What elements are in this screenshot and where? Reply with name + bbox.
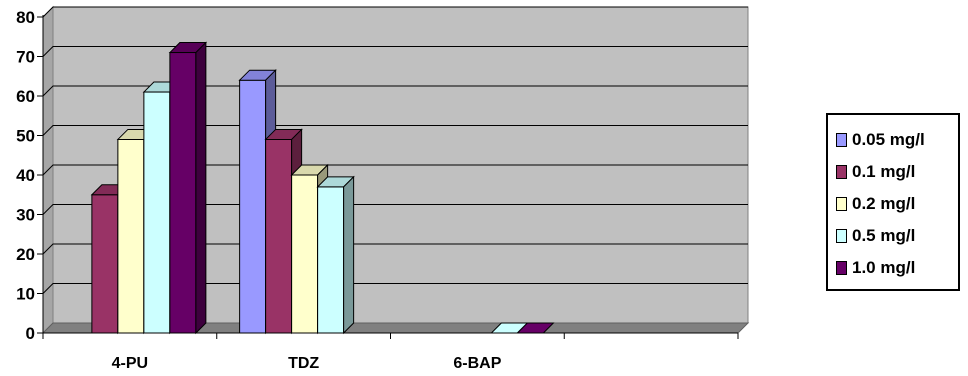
legend-label: 0.1 mg/l <box>852 162 916 181</box>
legend-swatch <box>836 133 847 147</box>
y-tick-label-40: 40 <box>16 166 35 185</box>
bar-TDZ-0-5-mg-l-side <box>343 175 355 335</box>
legend: 0.05 mg/l 0.1 mg/l 0.2 mg/l 0.5 mg/l 1.0 mg/… <box>826 113 960 291</box>
gridline-60 <box>42 85 748 97</box>
y-tick-label-60: 60 <box>16 87 35 106</box>
legend-item: 0.1 mg/l <box>836 161 915 183</box>
legend-item: 1.0 mg/l <box>836 257 915 279</box>
gridline-10 <box>42 283 748 294</box>
legend-item: 0.2 mg/l <box>836 193 915 215</box>
legend-label: 0.2 mg/l <box>852 194 916 213</box>
x-tick-label-6-BAP: 6-BAP <box>453 355 501 372</box>
y-tick-label-20: 20 <box>16 245 35 264</box>
bar-TDZ-0-05-mg-l-front <box>239 79 267 334</box>
y-tick-label-50: 50 <box>16 127 35 146</box>
bar-4-PU-1-0-mg-l-side <box>195 41 207 335</box>
bar-TDZ-0-1-mg-l-front <box>265 138 293 334</box>
x-tick-label-4-PU: 4-PU <box>112 355 148 372</box>
legend-label: 1.0 mg/l <box>852 258 916 277</box>
legend-swatch <box>836 261 847 275</box>
legend-item: 0.05 mg/l <box>836 129 925 151</box>
bar-TDZ-0-2-mg-l-front <box>291 174 319 334</box>
gridline-80 <box>42 6 748 18</box>
gridline-30 <box>42 204 748 215</box>
y-tick-label-0: 0 <box>26 324 35 343</box>
bar-4-PU-0-5-mg-l-front <box>143 91 171 334</box>
x-tick-label-TDZ: TDZ <box>288 355 319 372</box>
legend-swatch <box>836 165 847 179</box>
legend-swatch <box>836 197 847 211</box>
y-tick-label-70: 70 <box>16 48 35 67</box>
gridline-20 <box>42 243 748 255</box>
bar-4-PU-0-2-mg-l-front <box>117 138 145 334</box>
gridline-70 <box>42 46 748 57</box>
y-tick-label-80: 80 <box>16 8 35 27</box>
bar-4-PU-1-0-mg-l-front <box>169 52 197 334</box>
bar-TDZ-0-5-mg-l <box>316 175 355 335</box>
bar-TDZ-0-5-mg-l-front <box>317 186 345 334</box>
y-tick-label-10: 10 <box>16 285 35 304</box>
legend-label: 0.5 mg/l <box>852 226 916 245</box>
legend-label: 0.05 mg/l <box>852 130 925 149</box>
bar-6-BAP-1-0-mg-l-sliver <box>516 322 555 334</box>
bar-4-PU-0-1-mg-l-front <box>91 194 119 334</box>
gridline-50 <box>42 125 748 136</box>
legend-swatch <box>836 229 847 243</box>
y-tick-label-30: 30 <box>16 206 35 225</box>
bar-4-PU-1-0-mg-l <box>168 41 208 335</box>
gridline-40 <box>42 164 748 176</box>
legend-item: 0.5 mg/l <box>836 225 915 247</box>
